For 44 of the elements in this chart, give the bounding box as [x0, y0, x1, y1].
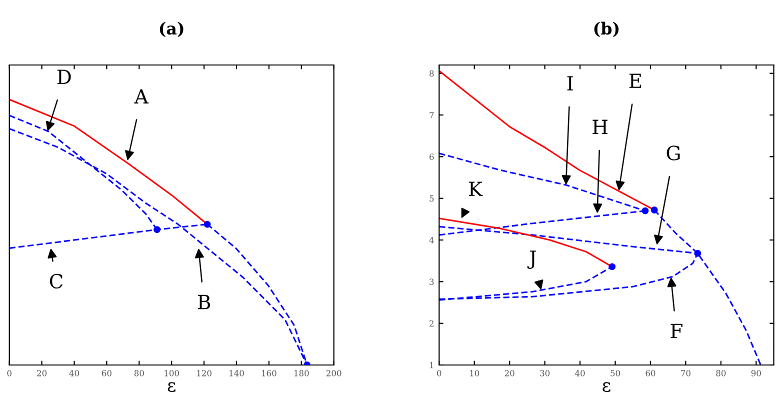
x-tick-label: 30: [540, 370, 550, 376]
y-tick-label: 4: [429, 236, 434, 244]
y-tick-label: 8: [430, 70, 434, 77]
annotation: K: [469, 182, 483, 196]
x-tick-label: 200: [326, 370, 342, 376]
y-tick-label: 3: [430, 278, 434, 285]
x-tick-label: 80: [134, 370, 144, 376]
x-tick-label: 50: [610, 370, 620, 376]
annotation: A: [134, 89, 149, 104]
annotation: B: [198, 294, 210, 310]
x-tick-label: 180: [294, 370, 309, 376]
x-tick-label: 100: [164, 370, 179, 376]
annotation: I: [567, 76, 573, 90]
annotation: D: [57, 70, 71, 84]
x-tick-label: 10: [470, 370, 480, 376]
y-tick-label: 7: [430, 112, 434, 118]
x-tick-label: 140: [230, 370, 244, 376]
annotation: H: [592, 120, 608, 134]
x-tick-label: 60: [646, 370, 656, 376]
x-tick-label: 90: [751, 370, 761, 376]
annotation: G: [666, 146, 680, 160]
annotation: J: [527, 250, 536, 269]
x-tick-label: 60: [102, 370, 112, 376]
y-tick-label: 2: [430, 320, 434, 326]
x-tick-label: 40: [574, 370, 585, 376]
chart-title: (b): [594, 22, 619, 38]
x-tick-label: 20: [37, 370, 47, 376]
x-tick-label: 70: [681, 370, 690, 376]
x-tick-label: 120: [197, 370, 212, 376]
y-tick-label: 1: [430, 362, 434, 368]
annotation: E: [629, 74, 641, 88]
x-tick-label: 0: [437, 370, 442, 376]
y-tick-label: 5: [430, 195, 434, 202]
x-axis-title: ε: [602, 382, 610, 392]
x-tick-label: 160: [262, 370, 276, 376]
x-tick-label: 20: [504, 370, 514, 376]
x-tick-label: 0: [7, 370, 12, 376]
y-tick-label: 6: [430, 154, 434, 160]
x-tick-label: 80: [716, 370, 726, 376]
annotation: F: [670, 324, 682, 338]
annotation: C: [50, 274, 63, 289]
x-tick-label: 40: [69, 370, 80, 376]
x-axis-title: ε: [168, 382, 176, 392]
chart-title: (a): [160, 22, 184, 38]
